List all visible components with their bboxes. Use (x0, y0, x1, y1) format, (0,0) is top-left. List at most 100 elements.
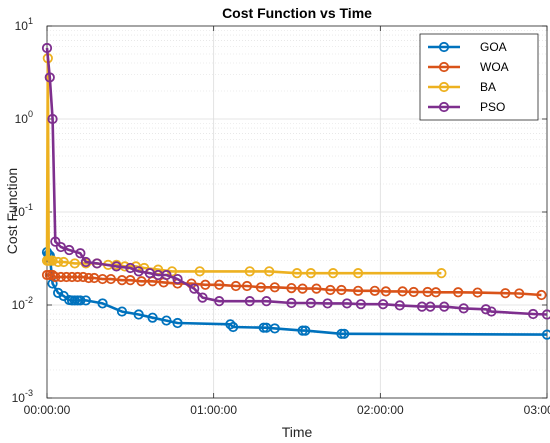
data-point-woa (500, 288, 511, 299)
y-tick-exponent: -1 (25, 202, 33, 212)
data-point-pso (322, 298, 333, 309)
data-point-ba (69, 258, 80, 269)
data-point-woa (125, 275, 136, 286)
data-point-ba (244, 266, 255, 277)
data-point-pso (286, 297, 297, 309)
data-point-pso (378, 299, 389, 310)
data-point-ba (291, 268, 303, 279)
chart-title: Cost Function vs Time (222, 5, 372, 21)
data-point-goa (133, 309, 144, 320)
data-point-goa (269, 323, 280, 334)
data-point-pso (161, 269, 172, 281)
y-tick-label: 100 (15, 109, 33, 126)
data-point-woa (66, 271, 78, 283)
data-point-pso (305, 297, 316, 309)
data-point-goa (97, 298, 108, 309)
data-point-goa (161, 315, 172, 326)
legend-label-goa: GOA (480, 40, 507, 54)
data-point-pso (133, 266, 144, 277)
data-point-woa (269, 282, 280, 293)
legend-marker-goa (438, 41, 450, 53)
y-tick-exponent: -2 (25, 295, 33, 305)
data-point-pso (439, 301, 450, 312)
data-point-pso (425, 301, 436, 312)
data-point-pso (50, 236, 61, 247)
legend: GOA WOA BA PSO (419, 33, 539, 121)
data-point-ba (436, 268, 447, 279)
data-point-woa (369, 285, 380, 296)
data-point-ba (264, 266, 275, 277)
data-point-woa (78, 271, 89, 283)
x-tick-label: 03:00:00 (524, 403, 550, 417)
data-point-pso (80, 256, 91, 268)
y-tick-label: 10-2 (12, 295, 33, 312)
data-point-pso (528, 308, 539, 320)
data-point-pso (111, 261, 122, 272)
data-point-woa (72, 271, 83, 283)
data-point-ba (194, 266, 205, 277)
data-point-pso (75, 248, 86, 259)
data-point-ba (305, 268, 316, 279)
data-point-woa (325, 284, 336, 296)
data-point-pso (64, 244, 75, 256)
x-tick-label: 02:00:00 (357, 403, 404, 417)
series-line-woa (47, 273, 542, 297)
data-point-pso (55, 241, 66, 253)
data-point-goa (147, 312, 158, 323)
series-line-goa (45, 251, 548, 336)
x-axis-label: Time (282, 424, 313, 440)
data-point-woa (50, 271, 61, 283)
x-tick-label: 01:00:00 (190, 403, 237, 417)
data-point-woa (214, 279, 225, 290)
x-tick-label: 00:00:00 (24, 403, 71, 417)
data-point-pso (458, 303, 469, 314)
data-point-pso (214, 296, 225, 307)
y-tick-label: 101 (15, 16, 33, 33)
data-point-pso (44, 72, 55, 83)
y-tick-exponent: 1 (28, 16, 33, 26)
data-point-goa (541, 329, 550, 340)
data-point-woa (408, 286, 419, 298)
data-point-pso (541, 309, 550, 320)
data-point-woa (336, 284, 347, 296)
data-point-pso (261, 296, 272, 307)
data-point-goa (116, 306, 128, 317)
data-point-pso (341, 298, 353, 309)
data-point-pso (91, 258, 103, 269)
y-tick-exponent: -3 (25, 388, 33, 398)
data-point-ba (47, 255, 58, 266)
data-point-woa (453, 287, 464, 298)
data-point-pso (47, 113, 58, 125)
data-point-goa (75, 295, 86, 306)
data-point-goa (53, 287, 64, 298)
data-point-ba (58, 256, 69, 268)
data-point-goa (339, 328, 350, 339)
data-point-ba (353, 268, 364, 279)
data-point-ba (53, 256, 64, 268)
y-axis-label: Cost Function (4, 168, 20, 254)
series-layer (41, 42, 550, 340)
data-point-woa (230, 280, 241, 292)
y-tick-exponent: 0 (28, 109, 33, 119)
legend-label-ba: BA (480, 80, 496, 94)
data-point-woa (55, 271, 66, 283)
data-point-goa (300, 325, 311, 336)
data-point-woa (61, 271, 72, 283)
data-point-woa (472, 287, 483, 298)
data-point-pso (394, 300, 405, 311)
data-point-goa (80, 295, 91, 306)
data-point-woa (514, 288, 525, 299)
data-point-woa (255, 282, 266, 293)
data-point-pso (189, 283, 200, 294)
data-point-woa (241, 280, 253, 292)
data-point-pso (480, 304, 491, 315)
data-point-ba (328, 268, 339, 279)
data-point-pso (244, 296, 255, 307)
data-point-woa (380, 286, 391, 297)
data-point-woa (430, 287, 441, 298)
data-point-woa (353, 285, 364, 296)
legend-marker-woa (438, 61, 450, 73)
data-point-woa (536, 289, 547, 301)
